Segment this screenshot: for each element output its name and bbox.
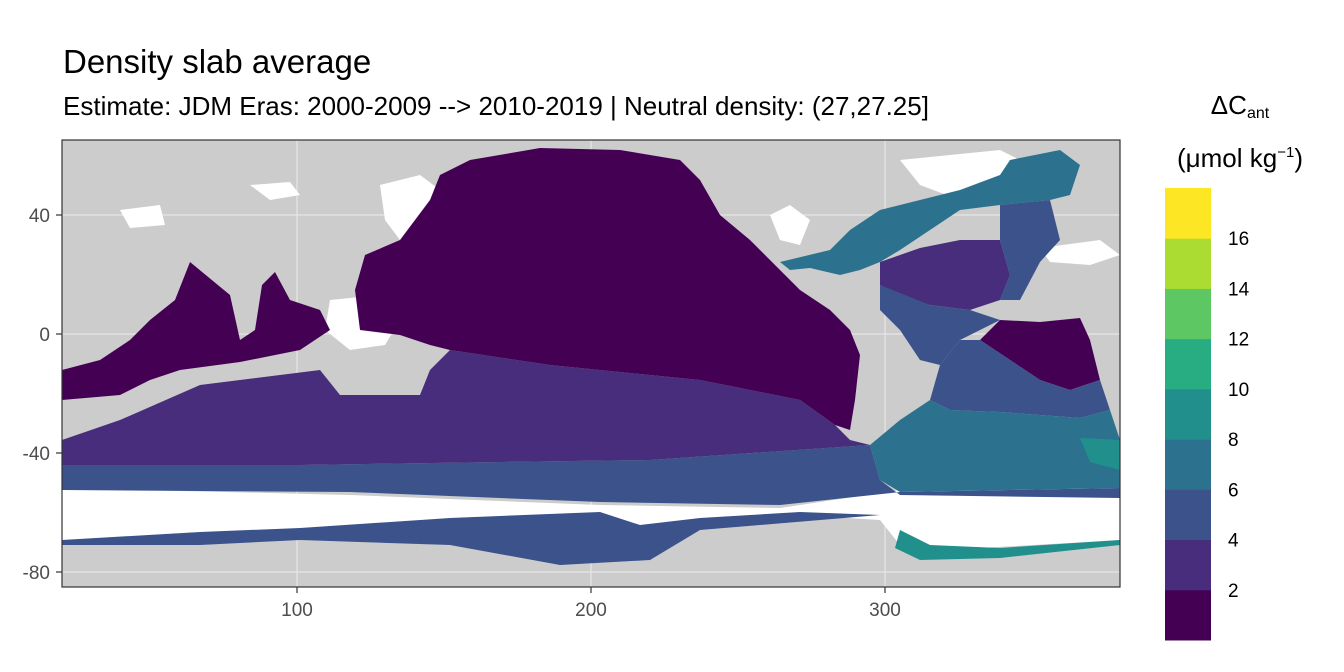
south-atlantic-subtropics [930, 340, 1110, 418]
mediterranean-nodata [1040, 240, 1120, 265]
legend-bin-3 [1165, 439, 1211, 490]
legend-break-label: 12 [1228, 330, 1249, 351]
legend-unit: (μmol kg−1) [1177, 143, 1303, 173]
legend-break-label: 14 [1228, 279, 1250, 300]
legend-break-label: 10 [1228, 380, 1249, 401]
legend-break-label: 4 [1228, 531, 1239, 552]
weddell-teal [895, 530, 1120, 560]
legend-title: ΔCant [1210, 90, 1270, 122]
legend-break-label: 6 [1228, 480, 1239, 501]
axis-ticks [56, 214, 886, 593]
hudson-nodata [770, 205, 810, 245]
x-tick-labels: 100 200 300 [281, 600, 901, 621]
x-tick-label-300: 300 [869, 600, 901, 621]
north-atlantic-east [1000, 200, 1060, 300]
x-tick-label-200: 200 [575, 600, 607, 621]
legend-bin-4 [1165, 388, 1211, 440]
legend-bin-2 [1165, 489, 1211, 541]
legend-labels: 2 4 6 8 10 12 14 16 [1228, 229, 1250, 602]
equatorial-atlantic-west [880, 285, 1000, 365]
tropical-south-atlantic [980, 318, 1100, 390]
pacific-ocean [355, 148, 860, 430]
south-atlantic-teal-patch [1080, 438, 1120, 470]
legend-colorbar [1165, 188, 1211, 641]
north-atlantic-west [780, 150, 1080, 275]
legend-bin-6 [1165, 288, 1211, 340]
north-indian-ocean [62, 262, 330, 400]
map-title: Density slab average [63, 43, 372, 80]
map-subtitle: Estimate: JDM Eras: 2000-2009 --> 2010-2… [63, 91, 929, 121]
south-indian-pacific-subtropics [62, 350, 870, 465]
legend-bin-5 [1165, 338, 1211, 390]
map-panel [62, 140, 1120, 587]
arctic-nodata-1 [250, 182, 300, 200]
legend-bin-7 [1165, 238, 1211, 289]
legend-break-label: 16 [1228, 229, 1249, 250]
south-atlantic-argentine-basin [870, 400, 1120, 492]
y-tick-labels: 40 0 -40 -80 [23, 206, 50, 584]
legend-bin-8 [1165, 188, 1211, 239]
north-atlantic-gyre [880, 240, 1010, 310]
y-tick-label-m80: -80 [23, 563, 50, 584]
legend-break-label: 2 [1228, 581, 1239, 602]
legend-bin-0 [1165, 589, 1211, 641]
arctic-nodata-2 [120, 205, 165, 228]
y-tick-label-m40: -40 [23, 444, 50, 465]
southern-ocean [62, 445, 1120, 505]
legend-break-label: 8 [1228, 430, 1239, 451]
antarctic-shelf-nodata [62, 488, 1120, 548]
legend-bin-1 [1165, 539, 1211, 591]
y-tick-label-40: 40 [29, 206, 50, 227]
x-tick-label-100: 100 [281, 600, 313, 621]
southern-ocean-lower [62, 512, 880, 565]
y-tick-label-0: 0 [39, 325, 50, 346]
